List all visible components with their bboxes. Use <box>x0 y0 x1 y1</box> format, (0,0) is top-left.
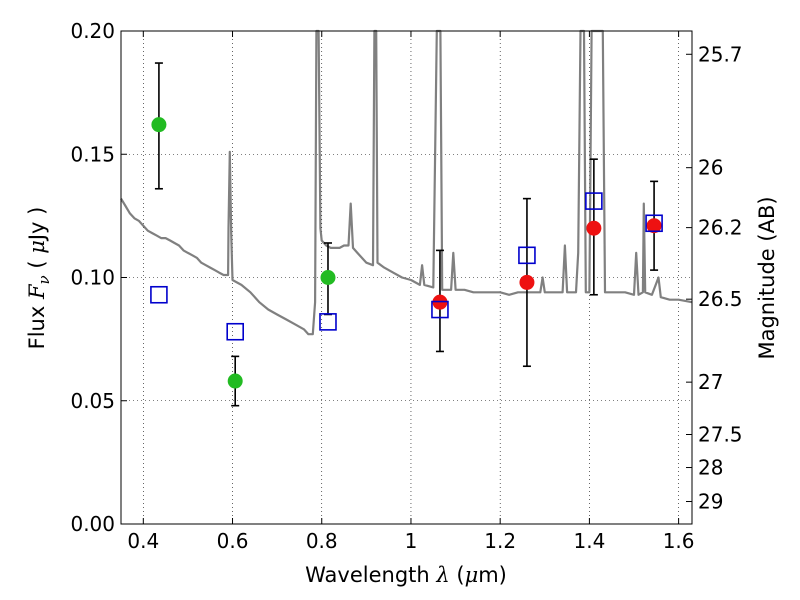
x-axis-title: Wavelength λ (μm) <box>305 563 507 587</box>
model-photometry-square <box>319 313 337 331</box>
x-tick-label: 1.2 <box>484 529 516 553</box>
model-photometry-square <box>431 300 449 319</box>
model-photometry-square <box>585 192 603 210</box>
plot-frame <box>120 30 693 525</box>
y-axis-title: Flux Fν ( μJy ) <box>25 207 53 350</box>
model-photometry-square <box>150 285 168 304</box>
observed-flux-point <box>646 218 662 234</box>
y-tick-label: 0.00 <box>70 512 115 536</box>
x-tick-label: 0.6 <box>217 529 249 553</box>
observed-flux-point <box>151 117 167 133</box>
magnitude-tick-label: 26.2 <box>698 216 743 240</box>
x-tick-label: 1.6 <box>663 529 695 553</box>
magnitude-tick-label: 27 <box>698 370 723 394</box>
y-tick-label: 0.20 <box>70 19 115 43</box>
observed-flux-point <box>227 373 243 389</box>
model-photometry-square <box>518 246 536 265</box>
y-tick-label: 0.15 <box>70 142 115 166</box>
x-tick-label: 0.8 <box>306 529 338 553</box>
model-photometry-square <box>645 214 663 233</box>
model-spectrum-line <box>120 29 693 336</box>
magnitude-tick-label: 25.7 <box>698 42 743 66</box>
x-tick-label: 1 <box>405 529 418 553</box>
magnitude-tick-label: 27.5 <box>698 422 743 446</box>
y-tick-label: 0.05 <box>70 389 115 413</box>
magnitude-axis-title: Magnitude (AB) <box>755 196 779 359</box>
magnitude-tick-label: 28 <box>698 456 723 480</box>
observed-flux-point <box>586 220 602 236</box>
model-photometry-square <box>226 322 244 341</box>
observed-flux-point <box>320 270 336 285</box>
magnitude-tick-label: 26.5 <box>698 287 743 311</box>
y-tick-label: 0.10 <box>70 266 115 290</box>
model-spectrum <box>120 29 693 336</box>
observed-flux-point <box>519 274 535 290</box>
axis-ticks: 0.4 0.6 0.8 1 1.2 1.4 1.6 0.00 0.05 0.10 0.15 0.20 2… <box>70 19 742 553</box>
grid <box>121 30 692 525</box>
data-points <box>150 62 663 407</box>
x-tick-label: 1.4 <box>573 529 605 553</box>
magnitude-tick-label: 26 <box>698 156 723 180</box>
magnitude-tick-label: 29 <box>698 490 723 514</box>
x-tick-label: 0.4 <box>127 529 159 553</box>
